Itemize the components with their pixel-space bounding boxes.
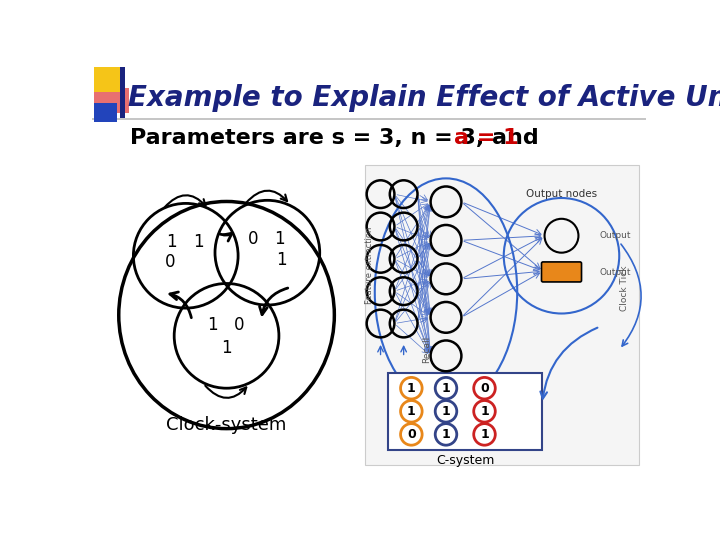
Text: 1: 1 (441, 428, 451, 441)
Text: 0: 0 (480, 382, 489, 395)
Text: Feature extraction: Feature extraction (364, 226, 374, 303)
Bar (120, 67, 125, 118)
Text: Output nodes: Output nodes (526, 189, 597, 199)
Text: 1: 1 (166, 233, 177, 251)
FancyBboxPatch shape (541, 262, 582, 282)
Text: Parameters are s = 3, n = 3, and: Parameters are s = 3, n = 3, and (130, 128, 546, 148)
Text: Clock-system: Clock-system (166, 416, 287, 434)
Bar (94, 88, 129, 112)
Text: 1: 1 (207, 316, 218, 334)
Text: 1: 1 (193, 233, 203, 251)
Text: 1: 1 (276, 252, 287, 269)
Bar (365, 165, 639, 465)
Text: 1: 1 (407, 382, 415, 395)
Text: 1: 1 (480, 405, 489, 418)
FancyArrowPatch shape (259, 288, 288, 315)
Text: 1: 1 (441, 382, 451, 395)
FancyArrowPatch shape (621, 244, 641, 346)
Text: 0: 0 (248, 230, 258, 248)
Text: 1: 1 (407, 405, 415, 418)
Text: 1: 1 (274, 230, 285, 248)
Text: Recall: Recall (422, 336, 431, 363)
Text: a = 1: a = 1 (454, 128, 518, 148)
Text: Output: Output (600, 268, 631, 277)
Text: 1: 1 (480, 428, 489, 441)
FancyArrowPatch shape (205, 386, 246, 398)
Text: 1: 1 (221, 339, 232, 357)
Text: Clock Tick: Clock Tick (620, 265, 629, 311)
Text: 1: 1 (441, 405, 451, 418)
FancyArrowPatch shape (170, 292, 192, 318)
Bar (94, 103, 117, 122)
Bar (94, 67, 121, 92)
Text: 0: 0 (407, 428, 415, 441)
FancyArrowPatch shape (541, 328, 598, 399)
Text: Example to Explain Effect of Active Units: Example to Explain Effect of Active Unit… (128, 84, 720, 112)
FancyArrowPatch shape (219, 233, 232, 241)
Text: Output: Output (600, 231, 631, 240)
FancyArrowPatch shape (246, 191, 287, 203)
Text: C-system: C-system (436, 454, 495, 467)
FancyArrowPatch shape (164, 195, 205, 207)
Text: 0: 0 (233, 316, 244, 334)
Bar (388, 373, 542, 450)
Text: 0: 0 (165, 253, 176, 271)
